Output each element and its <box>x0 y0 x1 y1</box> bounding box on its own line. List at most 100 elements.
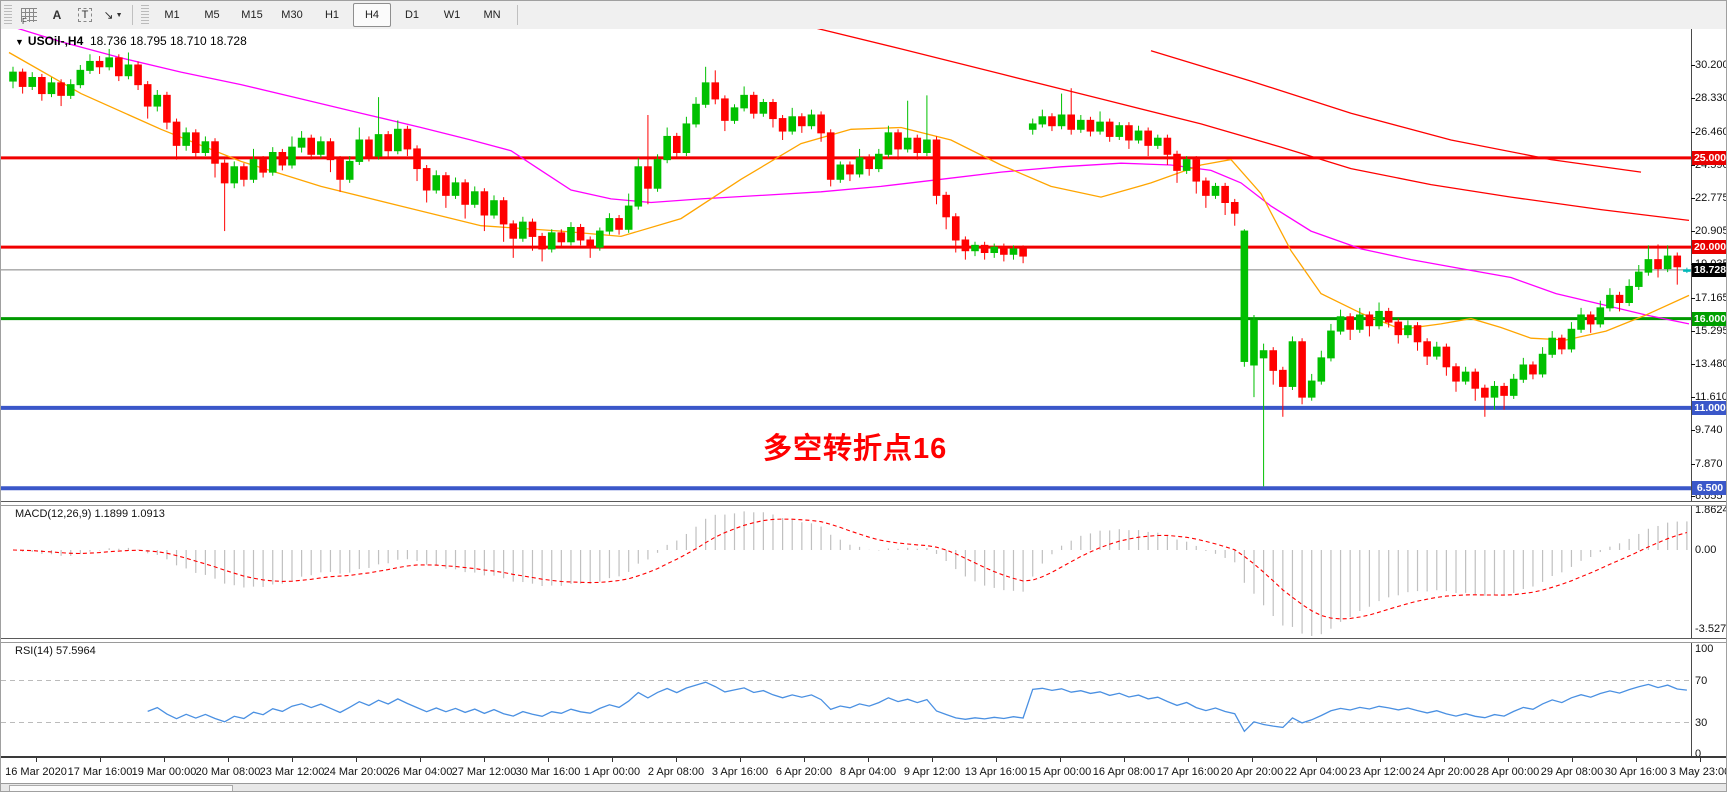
candle <box>105 48 114 71</box>
candle <box>1230 198 1239 226</box>
candle <box>701 66 710 108</box>
candle <box>1250 314 1258 398</box>
candle <box>1577 307 1585 333</box>
candle <box>249 148 258 183</box>
time-axis[interactable]: 16 Mar 2020 17 Mar 16:00 19 Mar 00:00 20 Ma… <box>1 756 1726 785</box>
bottom-scrollbar[interactable] <box>1 783 1726 791</box>
toolbar-grip[interactable] <box>4 5 12 25</box>
candle <box>240 163 248 187</box>
candle <box>268 147 277 176</box>
price-tick-mark <box>1691 363 1695 365</box>
candle <box>182 127 190 151</box>
time-tick-label: 27 Mar 12:00 <box>451 766 517 778</box>
tf-button-d1[interactable]: D1 <box>404 9 420 21</box>
tf-button-h4[interactable]: H4 <box>353 3 391 27</box>
toolbar-grip-2[interactable] <box>141 5 149 25</box>
candle <box>1298 338 1306 405</box>
candle <box>1654 244 1662 278</box>
tf-button-m30[interactable]: M30 <box>281 9 303 21</box>
time-tick-label: 20 Apr 20:00 <box>1220 766 1284 778</box>
candle <box>365 136 373 162</box>
candle <box>259 156 267 178</box>
rsi-axis-label: 0 <box>1695 748 1702 760</box>
candle <box>980 241 989 260</box>
rsi-panel-canvas[interactable] <box>1 641 1691 756</box>
candle <box>836 161 845 183</box>
time-tick-label: 30 Mar 16:00 <box>515 766 581 778</box>
text-a-icon[interactable]: A <box>52 8 62 22</box>
ma-long-red-a <box>816 29 1690 222</box>
candle <box>1356 307 1364 333</box>
price-tick-label: 22.775 <box>1695 191 1727 204</box>
candle <box>201 136 210 157</box>
time-tick-mark <box>1252 758 1253 762</box>
candle <box>1288 336 1297 390</box>
tf-button-m5[interactable]: M5 <box>204 9 220 21</box>
candle <box>1009 245 1018 260</box>
candle <box>557 229 566 248</box>
candle <box>1663 245 1672 273</box>
time-tick-mark <box>612 758 613 762</box>
candle <box>153 89 162 112</box>
tf-button-w1[interactable]: W1 <box>443 9 461 21</box>
candle <box>1279 366 1287 417</box>
candle <box>826 129 835 187</box>
candle <box>894 129 902 160</box>
tf-button-h1[interactable]: H1 <box>324 9 340 21</box>
candle <box>86 54 94 74</box>
text-label-icon[interactable]: T <box>72 3 98 27</box>
price-tick-label: 26.460 <box>1695 125 1727 138</box>
tf-button-m15[interactable]: M15 <box>241 9 263 21</box>
candle <box>470 186 479 208</box>
candle <box>1558 334 1566 355</box>
time-tick-label: 24 Apr 20:00 <box>1412 766 1476 778</box>
candle <box>990 243 999 258</box>
candle <box>1096 111 1104 135</box>
candle <box>66 79 75 99</box>
candle <box>317 136 325 158</box>
candle <box>1019 245 1027 264</box>
candle <box>1057 93 1066 130</box>
grid-properties-icon[interactable]: F <box>16 3 42 27</box>
candle <box>1038 109 1047 128</box>
candle <box>499 197 508 242</box>
price-tick-mark <box>1691 331 1695 333</box>
tf-button-m1[interactable]: M1 <box>164 9 180 21</box>
main-chart-canvas[interactable] <box>1 29 1691 501</box>
candle <box>1586 311 1595 333</box>
ma-long-red-b <box>1150 50 1642 173</box>
price-axis[interactable] <box>1691 29 1726 756</box>
candle <box>605 213 614 235</box>
candle <box>1644 245 1653 276</box>
candle <box>1144 127 1152 157</box>
time-tick-mark <box>164 758 165 762</box>
price-level-tag-6.500: 6.500 <box>1692 481 1726 496</box>
annotation-text: 多空转折点16 <box>763 433 948 465</box>
panel-separator-2[interactable] <box>1 638 1726 643</box>
shapes-arrow-icon[interactable]: ↘ ▼ <box>103 8 123 22</box>
price-tick-mark <box>1691 496 1695 498</box>
candle <box>1259 343 1268 487</box>
candle <box>1000 243 1008 262</box>
candle <box>345 156 354 183</box>
panel-separator-1[interactable] <box>1 501 1726 506</box>
candle <box>1673 252 1682 285</box>
time-tick-mark <box>1188 758 1189 762</box>
candle <box>951 213 960 253</box>
candle <box>1173 150 1181 183</box>
price-tick-mark <box>1691 297 1695 299</box>
candle <box>18 68 27 94</box>
time-tick-label: 17 Mar 16:00 <box>67 766 133 778</box>
time-tick-mark <box>356 758 357 762</box>
bottom-scrollbar-thumb[interactable] <box>9 785 233 791</box>
tf-button-mn[interactable]: MN <box>483 9 501 21</box>
candle <box>480 188 489 232</box>
candle <box>1413 322 1422 351</box>
macd-panel-canvas[interactable] <box>1 504 1691 638</box>
time-tick-label: 29 Apr 08:00 <box>1540 766 1604 778</box>
chart-menu-arrow-icon[interactable]: ▼ <box>15 37 24 47</box>
candle <box>1028 118 1037 135</box>
candle <box>374 97 383 160</box>
candle <box>355 127 364 165</box>
candle <box>442 172 450 208</box>
